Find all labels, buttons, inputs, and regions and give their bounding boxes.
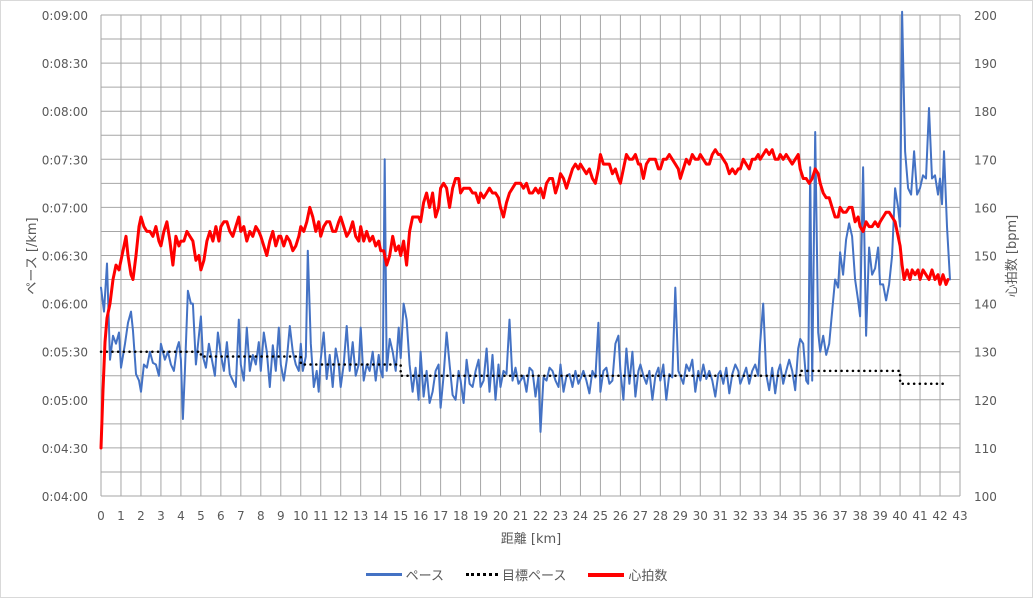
x-tick: 16 [413,509,428,523]
y-tick-left: 0:04:30 [42,442,88,456]
x-tick: 18 [453,509,468,523]
y-axis-right-title: 心拍数 [bpm] [1005,215,1020,297]
x-tick: 21 [513,509,528,523]
x-axis-title: 距離 [km] [501,532,561,547]
x-tick: 17 [433,509,448,523]
x-tick: 37 [832,509,847,523]
chart-plot: 0:09:00 0:08:30 0:08:00 0:07:30 0:07:00 0:06:… [25,9,1020,547]
legend-item-heart-rate[interactable]: 心拍数 [588,565,667,584]
legend-item-pace[interactable]: ペース [365,565,444,584]
x-tick: 14 [373,509,388,523]
y-tick-left: 0:07:00 [42,201,88,215]
x-tick: 4 [177,509,185,523]
x-tick: 11 [313,509,328,523]
x-tick: 15 [393,509,408,523]
x-tick: 12 [333,509,348,523]
y-tick-right: 120 [974,394,997,408]
x-tick: 1 [117,509,125,523]
legend-swatch-solid-blue [365,573,402,576]
x-tick: 22 [533,509,548,523]
x-tick: 13 [353,509,368,523]
x-tick: 42 [932,509,947,523]
x-tick: 5 [197,509,205,523]
x-tick: 43 [952,509,967,523]
legend: ペース 目標ペース 心拍数 [0,565,1033,584]
x-tick: 36 [813,509,828,523]
legend-swatch-solid-red [588,572,625,577]
y-tick-right: 150 [974,250,997,264]
x-tick: 24 [573,509,588,523]
x-tick: 28 [653,509,668,523]
y-tick-right: 190 [974,57,997,71]
y-tick-left: 0:04:00 [42,490,88,504]
legend-item-target-pace[interactable]: 目標ペース [465,565,567,584]
y-axis-left-title: ペース [/km] [25,217,40,294]
y-tick-left: 0:07:30 [42,153,88,167]
x-tick: 31 [713,509,728,523]
y-tick-right: 100 [974,490,997,504]
x-tick: 38 [852,509,867,523]
y-tick-right: 130 [974,346,997,360]
y-tick-left: 0:09:00 [42,9,88,23]
x-tick: 27 [633,509,648,523]
x-tick: 33 [753,509,768,523]
x-tick: 23 [553,509,568,523]
series-line [99,350,946,386]
x-tick: 25 [593,509,608,523]
x-tick: 39 [872,509,887,523]
y-axis-left-ticks: 0:09:00 0:08:30 0:08:00 0:07:30 0:07:00 0:06:… [42,9,88,504]
y-tick-right: 160 [974,201,997,215]
series-line [100,10,951,433]
y-tick-left: 0:05:00 [42,394,88,408]
y-tick-left: 0:08:00 [42,105,88,119]
x-tick: 2 [137,509,145,523]
x-tick: 20 [493,509,508,523]
x-tick: 32 [733,509,748,523]
y-tick-left: 0:05:30 [42,346,88,360]
x-tick: 26 [613,509,628,523]
legend-label: ペース [405,569,444,584]
y-axis-right-ticks: 200 190 180 170 160 150 140 130 120 110 100 [974,9,997,504]
series-lines [99,10,951,450]
legend-swatch-dotted-black [465,573,498,576]
x-tick: 9 [277,509,285,523]
y-tick-left: 0:06:00 [42,298,88,312]
series-line [99,148,950,450]
x-axis-ticks: 0 1 2 3 4 5 6 7 8 9 10 11 12 13 14 15 16 17 18 19 20 21 22 23 24… [97,509,967,523]
gridlines [100,14,961,497]
x-tick: 40 [892,509,907,523]
x-tick: 6 [217,509,225,523]
x-tick: 34 [773,509,788,523]
y-tick-right: 180 [974,105,997,119]
x-tick: 7 [237,509,245,523]
x-tick: 0 [97,509,105,523]
x-tick: 30 [693,509,708,523]
x-tick: 35 [793,509,808,523]
y-tick-right: 170 [974,153,997,167]
x-tick: 41 [912,509,927,523]
legend-label: 目標ペース [501,569,567,584]
y-tick-left: 0:08:30 [42,57,88,71]
x-tick: 3 [157,509,165,523]
x-tick: 8 [257,509,265,523]
y-tick-right: 110 [974,442,997,456]
x-tick: 10 [293,509,308,523]
y-tick-left: 0:06:30 [42,250,88,264]
legend-label: 心拍数 [628,569,668,584]
y-tick-right: 140 [974,298,997,312]
y-tick-right: 200 [974,9,997,23]
x-tick: 19 [473,509,488,523]
x-tick: 29 [673,509,688,523]
